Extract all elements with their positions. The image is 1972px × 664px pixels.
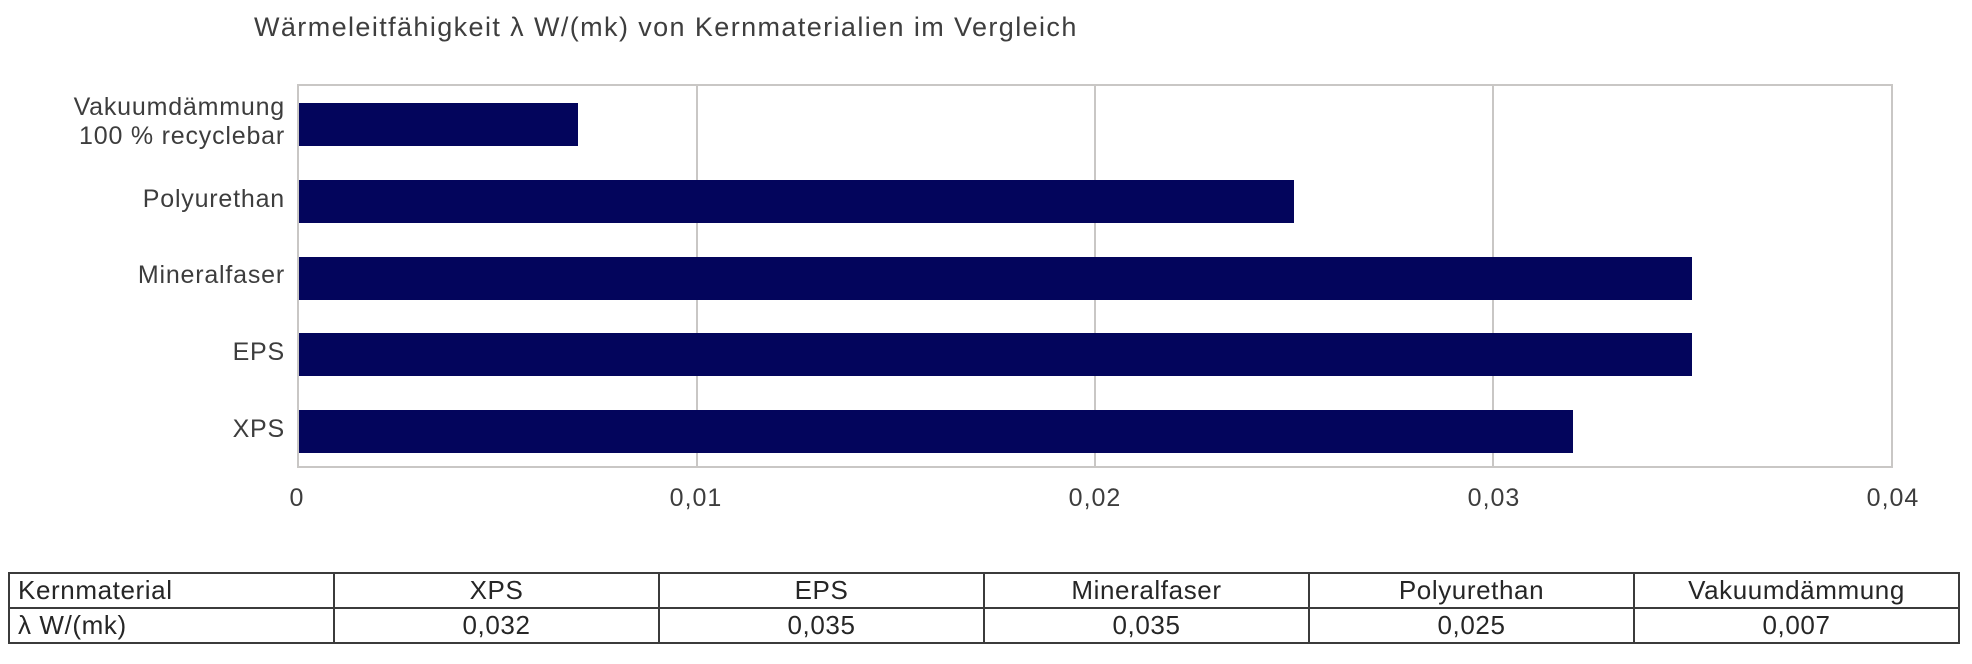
table-header-row-cell: XPS bbox=[333, 572, 660, 609]
x-tick-label: 0,03 bbox=[1467, 484, 1521, 512]
x-tick-label: 0,01 bbox=[669, 484, 723, 512]
table-header-row-cell: Polyurethan bbox=[1308, 572, 1635, 609]
x-tick-label: 0,04 bbox=[1866, 484, 1920, 512]
table-value-row-cell: 0,032 bbox=[333, 607, 660, 644]
category-label: Mineralfaser bbox=[137, 261, 285, 290]
chart-title: Wärmeleitfähigkeit λ W/(mk) von Kernmate… bbox=[254, 12, 1078, 42]
category-label: Vakuumdämmung 100 % recyclebar bbox=[73, 93, 285, 151]
table-value-row-cell: 0,035 bbox=[983, 607, 1310, 644]
x-axis: 0 0,01 0,02 0,03 0,04 bbox=[290, 484, 1919, 518]
table-header-row-cell: Mineralfaser bbox=[983, 572, 1310, 609]
table-header-row: Kernmaterial XPS EPS Mineralfaser Polyuretha… bbox=[8, 572, 1960, 609]
bar-vakuumdämmung bbox=[299, 102, 578, 146]
table-value-row-cell: λ W/(mk) bbox=[8, 607, 335, 644]
table-header-row-cell: Kernmaterial bbox=[8, 572, 335, 609]
x-tick-label: 0 bbox=[289, 484, 305, 512]
category-label: EPS bbox=[232, 338, 285, 367]
bar-eps bbox=[299, 333, 1692, 377]
table-header-row-cell: EPS bbox=[658, 572, 985, 609]
category-label: Polyurethan bbox=[142, 184, 285, 213]
bar-polyurethan bbox=[299, 179, 1294, 223]
x-tick-label: 0,02 bbox=[1068, 484, 1122, 512]
table-value-row-cell: 0,025 bbox=[1308, 607, 1635, 644]
bar-mineralfaser bbox=[299, 256, 1692, 300]
plot-area bbox=[297, 84, 1893, 468]
category-label: XPS bbox=[232, 415, 285, 444]
table-header-row-cell: Vakuumdämmung bbox=[1633, 572, 1960, 609]
category-axis: Vakuumdämmung 100 % recyclebar Polyuretha… bbox=[0, 84, 285, 468]
data-table: Kernmaterial XPS EPS Mineralfaser Polyuretha… bbox=[8, 572, 1960, 644]
bar-xps bbox=[299, 410, 1573, 454]
table-value-row-cell: 0,007 bbox=[1633, 607, 1960, 644]
table-value-row: λ W/(mk) 0,032 0,035 0,035 0,025 0,007 bbox=[8, 607, 1960, 644]
table-value-row-cell: 0,035 bbox=[658, 607, 985, 644]
